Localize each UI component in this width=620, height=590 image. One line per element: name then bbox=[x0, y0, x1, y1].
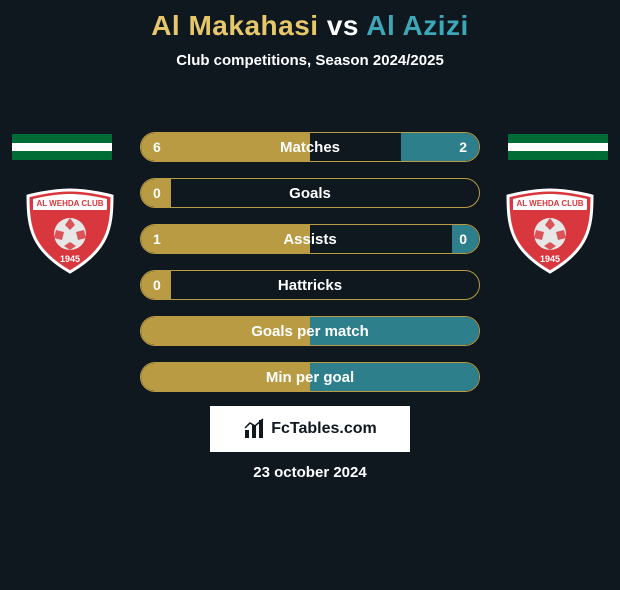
svg-text:1945: 1945 bbox=[540, 254, 560, 264]
brand-text: FcTables.com bbox=[271, 420, 377, 438]
stat-bar-value-left: 1 bbox=[153, 231, 161, 247]
stat-bar-label: Matches bbox=[280, 139, 340, 156]
stat-bar-row: Assists 1 0 bbox=[140, 224, 480, 254]
player1-club-logo: AL WEHDA CLUB 1945 bbox=[20, 188, 120, 274]
flag-band bbox=[12, 134, 112, 143]
stat-bar-value-left: 0 bbox=[153, 277, 161, 293]
stat-bar-value-right: 2 bbox=[459, 139, 467, 155]
stat-bar-row: Hattricks 0 bbox=[140, 270, 480, 300]
stat-bar-label: Min per goal bbox=[266, 369, 354, 386]
player2-club-logo: AL WEHDA CLUB 1945 bbox=[500, 188, 600, 274]
stat-bar-row: Goals 0 bbox=[140, 178, 480, 208]
stat-bar-value-left: 6 bbox=[153, 139, 161, 155]
svg-text:1945: 1945 bbox=[60, 254, 80, 264]
vs-text: vs bbox=[327, 10, 359, 41]
flag-band bbox=[508, 134, 608, 143]
subtitle: Club competitions, Season 2024/2025 bbox=[0, 52, 620, 69]
stat-bar-label: Hattricks bbox=[278, 277, 342, 294]
player2-name: Al Azizi bbox=[366, 10, 469, 41]
stat-bar-fill-right bbox=[401, 133, 479, 161]
stat-bar-row: Min per goal bbox=[140, 362, 480, 392]
snapshot-date: 23 october 2024 bbox=[253, 464, 366, 481]
stat-bar-label: Assists bbox=[283, 231, 336, 248]
flag-band bbox=[12, 143, 112, 152]
comparison-title: Al Makahasi vs Al Azizi bbox=[0, 10, 620, 42]
stat-bar-label: Goals bbox=[289, 185, 331, 202]
stat-bar-label: Goals per match bbox=[251, 323, 369, 340]
flag-band bbox=[12, 151, 112, 160]
stat-bar-row: Goals per match bbox=[140, 316, 480, 346]
stat-bar-row: Matches 6 2 bbox=[140, 132, 480, 162]
stat-bar-value-left: 0 bbox=[153, 185, 161, 201]
brand-box: FcTables.com bbox=[210, 406, 410, 452]
stat-bar-value-right: 0 bbox=[459, 231, 467, 247]
stats-bars: Matches62Goals0Assists10Hattricks0Goals … bbox=[140, 132, 480, 408]
player1-flag bbox=[12, 134, 112, 160]
player1-name: Al Makahasi bbox=[151, 10, 318, 41]
svg-text:AL WEHDA CLUB: AL WEHDA CLUB bbox=[36, 199, 103, 208]
svg-text:AL WEHDA CLUB: AL WEHDA CLUB bbox=[516, 199, 583, 208]
brand-chart-icon bbox=[243, 418, 265, 440]
player2-flag bbox=[508, 134, 608, 160]
flag-band bbox=[508, 143, 608, 152]
flag-band bbox=[508, 151, 608, 160]
